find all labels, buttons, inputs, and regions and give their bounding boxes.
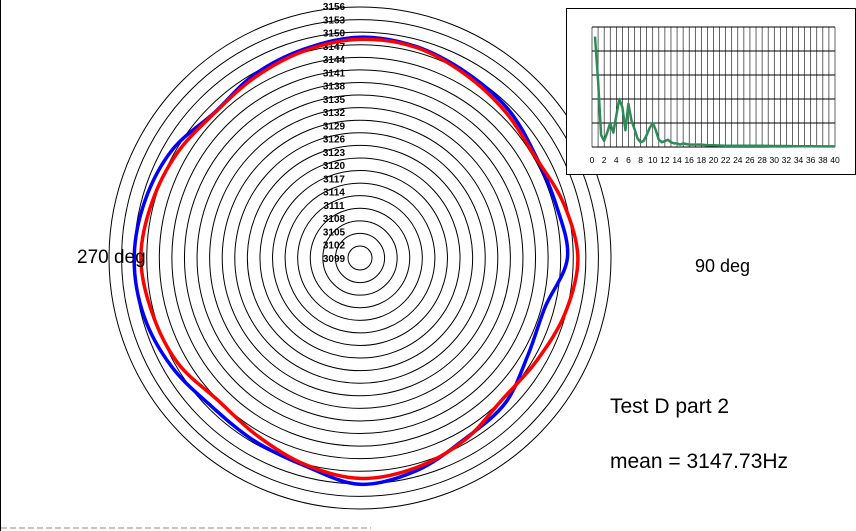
ring-3132 — [209, 107, 511, 409]
ring-3105 — [322, 220, 398, 296]
ring-label-3099: 3099 — [323, 254, 346, 265]
bottom-strip — [1, 527, 371, 529]
ring-3138 — [183, 81, 537, 435]
x-tick-34: 34 — [794, 155, 804, 165]
ring-label-3153: 3153 — [323, 15, 346, 26]
ring-label-3108: 3108 — [323, 214, 346, 225]
spectrum-line-1 — [593, 36, 835, 148]
x-tick-22: 22 — [721, 155, 731, 165]
x-tick-40: 40 — [830, 155, 840, 165]
ring-3099 — [347, 245, 373, 271]
x-tick-38: 38 — [818, 155, 828, 165]
angle-label-90: 90 deg — [695, 256, 751, 276]
x-tick-20: 20 — [709, 155, 719, 165]
ring-label-3156: 3156 — [323, 2, 346, 13]
ring-3126 — [234, 132, 486, 384]
ring-3111 — [297, 195, 423, 321]
ring-label-3114: 3114 — [323, 188, 345, 199]
spectrum-chart: 0 2 4 6 8 10 12 14 16 18 20 22 24 26 28 30 32 34 36 38 40 — [590, 26, 840, 165]
ring-label-3135: 3135 — [323, 95, 346, 106]
ring-3120 — [259, 157, 461, 359]
ring-label-3117: 3117 — [323, 174, 345, 185]
ring-3144 — [158, 56, 562, 460]
ring-3135 — [196, 94, 524, 422]
ring-label-3132: 3132 — [323, 108, 346, 119]
ring-label-3123: 3123 — [323, 148, 346, 159]
spectrum-inset: 0 2 4 6 8 10 12 14 16 18 20 22 24 26 28 30 32 34 36 38 40 — [566, 8, 856, 175]
ring-3114 — [284, 182, 436, 334]
ring-3153 — [121, 19, 599, 497]
chart-title: Test D part 2 — [610, 395, 730, 418]
ring-label-3105: 3105 — [323, 227, 346, 238]
series-line-2 — [139, 37, 580, 481]
ring-3141 — [171, 69, 549, 447]
ring-3108 — [309, 207, 411, 309]
x-tick-10: 10 — [648, 155, 658, 165]
x-tick-12: 12 — [660, 155, 670, 165]
ring-label-3126: 3126 — [323, 135, 346, 146]
x-tick-30: 30 — [770, 155, 780, 165]
ring-3150 — [133, 31, 587, 485]
ring-3117 — [272, 170, 448, 346]
x-tick-0: 0 — [590, 155, 595, 165]
ring-label-3129: 3129 — [323, 121, 346, 132]
x-tick-36: 36 — [806, 155, 816, 165]
x-tick-26: 26 — [745, 155, 755, 165]
x-tick-24: 24 — [733, 155, 743, 165]
x-tick-4: 4 — [614, 155, 619, 165]
ring-3102 — [334, 232, 386, 284]
ring-3147 — [146, 44, 574, 472]
x-tick-32: 32 — [782, 155, 792, 165]
mean-annotation: mean = 3147.73Hz — [610, 450, 789, 473]
ring-3129 — [221, 119, 499, 397]
x-tick-14: 14 — [672, 155, 682, 165]
x-tick-2: 2 — [602, 155, 607, 165]
x-tick-18: 18 — [697, 155, 707, 165]
ring-label-3111: 3111 — [323, 201, 345, 212]
ring-3156 — [108, 6, 612, 510]
x-tick-8: 8 — [638, 155, 643, 165]
ring-label-3102: 3102 — [323, 241, 346, 252]
x-tick-16: 16 — [684, 155, 694, 165]
angle-label-270: 270 deg — [77, 247, 146, 268]
ring-label-3141: 3141 — [323, 68, 346, 79]
ring-label-3138: 3138 — [323, 82, 346, 93]
ring-3123 — [246, 144, 474, 372]
x-tick-6: 6 — [626, 155, 631, 165]
ring-label-3144: 3144 — [323, 55, 346, 66]
ring-label-3120: 3120 — [323, 161, 346, 172]
ring-label-3147: 3147 — [323, 42, 346, 53]
x-tick-28: 28 — [757, 155, 767, 165]
ring-label-3150: 3150 — [323, 29, 346, 40]
